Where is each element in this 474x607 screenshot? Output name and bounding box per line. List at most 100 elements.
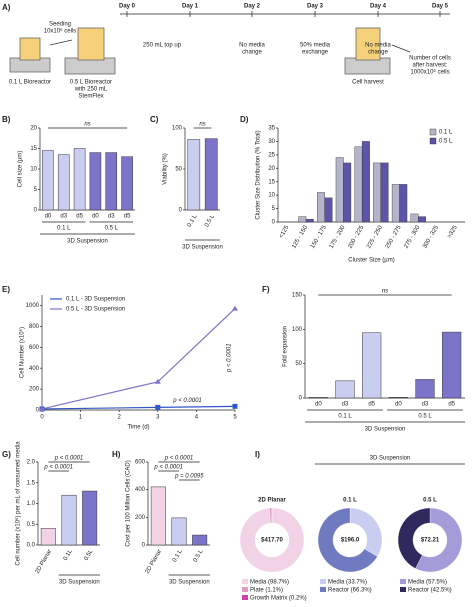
x-tick-label: 0.1 L: [187, 213, 199, 228]
y-tick-label: 35: [268, 126, 275, 132]
panel-label: G): [2, 450, 11, 459]
x-tick-label: <125: [278, 224, 290, 239]
day-label: Day 0: [119, 4, 136, 10]
bar: [418, 216, 426, 223]
x-tick-label: 200 - 225: [347, 224, 365, 250]
group-label: 0.5 L: [105, 226, 119, 232]
x-tick-label: d0: [92, 214, 99, 220]
x-tick-label: 0.1 L: [172, 548, 184, 563]
panel-label: I): [255, 450, 260, 459]
marker: [155, 404, 161, 410]
vessel-label: 0.5 L Bioreactor: [70, 80, 112, 86]
bar: [61, 494, 77, 546]
group-title: 3D Suspension: [182, 245, 223, 251]
legend-label: Growth Matrix (0.2%): [250, 596, 307, 602]
marker: [232, 403, 238, 409]
x-tick-label: 0: [40, 415, 44, 421]
bar: [89, 152, 102, 211]
vessel-label: with 250 mL: [74, 87, 108, 93]
y-axis-label: Cost per 100 Million Cells (CAD): [126, 460, 132, 546]
marker: [154, 378, 161, 384]
bar: [362, 332, 382, 399]
y-tick-label: 2.0: [27, 460, 36, 466]
vessel-label: Cell harvest: [352, 80, 384, 86]
annotation: p < 0.0001: [43, 465, 73, 471]
y-tick-label: 0: [142, 543, 146, 549]
group-title: 3D Suspension: [59, 580, 100, 586]
panel-label: F): [262, 285, 270, 294]
bar: [317, 192, 325, 223]
x-tick-label: d0: [45, 214, 52, 220]
day-label: Day 2: [244, 4, 261, 10]
timeline-note: Number of cells: [409, 56, 451, 62]
bar: [335, 380, 355, 399]
bar: [204, 138, 218, 211]
donut-segment: [415, 507, 463, 573]
group-title: 3D Suspension: [370, 456, 411, 462]
bar: [150, 486, 166, 546]
y-axis-label: Cell Number (x10⁶): [19, 327, 26, 378]
panel-label: E): [2, 285, 10, 294]
y-tick-label: 1.5: [27, 480, 36, 486]
bar: [82, 490, 98, 546]
x-axis-label: Time (d): [127, 425, 149, 431]
vessel: [355, 27, 381, 61]
y-tick-label: 200: [135, 515, 146, 521]
x-tick-label: 0.1L: [63, 548, 74, 562]
panel-label: D): [240, 115, 249, 124]
day-label: Day 4: [370, 4, 387, 10]
bar: [410, 213, 419, 223]
y-tick-label: 100: [172, 126, 183, 132]
legend-label: 0.1 L - 3D Suspension: [66, 297, 125, 303]
timeline-note: 1000x10⁶ cells: [410, 69, 449, 76]
y-tick-label: 0: [36, 408, 40, 414]
bar: [335, 157, 344, 223]
legend-swatch: [320, 579, 326, 584]
y-tick-label: 0.0: [27, 543, 36, 549]
bar: [192, 534, 208, 546]
annotation: p < 0.0001: [54, 456, 84, 462]
legend-label: 0.5 L: [439, 139, 453, 145]
timeline-note: No media: [365, 43, 391, 49]
y-tick-label: 30: [268, 139, 275, 145]
legend-label: Reactor (42.5%): [408, 588, 452, 594]
bar: [391, 184, 400, 223]
timeline-note: Seeding: [49, 22, 71, 28]
marker: [232, 305, 238, 311]
legend-swatch: [429, 137, 437, 145]
x-tick-label: 1: [79, 415, 83, 421]
donut-segment: [349, 507, 383, 557]
annotation: p < 0.0001: [172, 398, 202, 404]
legend-label: Media (98.7%): [250, 580, 289, 586]
x-tick-label: 0.5L: [83, 548, 94, 562]
bar: [343, 162, 352, 223]
bar: [380, 162, 389, 223]
bar: [73, 148, 86, 211]
annotation: ns: [382, 289, 388, 295]
y-tick-label: 15: [268, 179, 275, 185]
x-tick-label: >325: [447, 224, 459, 239]
series-line: [41, 405, 236, 410]
legend-label: 0.1 L: [439, 130, 453, 136]
x-tick-label: 5: [233, 415, 237, 421]
x-tick-label: 2D Planar: [35, 549, 54, 575]
bar: [57, 154, 70, 211]
stirrer-base: [64, 57, 116, 75]
annotation: p < 0.0001: [153, 465, 183, 471]
donut-title: 0.1 L: [343, 498, 357, 504]
y-tick-label: 10: [268, 193, 275, 199]
bar: [305, 219, 314, 223]
bar: [415, 379, 435, 399]
y-axis-label: Fold expansion: [283, 326, 289, 367]
legend-swatch: [429, 128, 437, 136]
x-tick-label: d3: [108, 214, 115, 220]
y-axis-label: Cell size (µm): [18, 151, 24, 188]
y-tick-label: 15: [30, 146, 37, 152]
donut-center: $417.70: [261, 538, 283, 544]
legend-swatch: [400, 587, 406, 592]
legend-swatch: [242, 579, 248, 584]
annotation: p < 0.0001: [164, 456, 194, 462]
legend-label: 0.5 L - 3D Suspension: [66, 307, 125, 313]
group-title: 3D Suspension: [169, 580, 210, 586]
